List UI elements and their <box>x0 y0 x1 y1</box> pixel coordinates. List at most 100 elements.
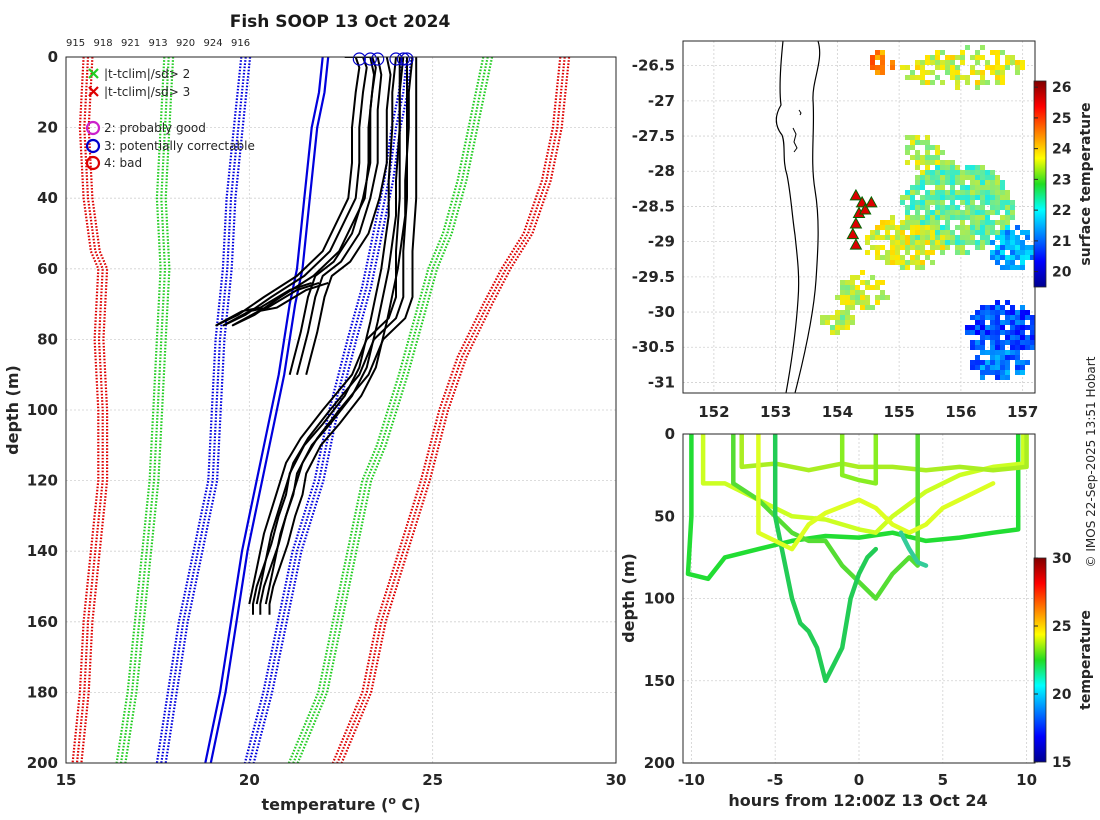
map-sst-cell <box>980 200 985 205</box>
map-chart: 152 153 154 155 156 157 -26.5 -27 -27.5 -28 -28.5… <box>632 40 1094 421</box>
map-sst-cell <box>995 350 1000 355</box>
map-sst-cell <box>1025 335 1030 340</box>
map-sst-cell <box>1005 60 1010 65</box>
map-sst-cell <box>960 240 965 245</box>
map-sst-cell <box>870 230 875 235</box>
map-sst-cell <box>915 265 920 270</box>
map-sst-cell <box>910 230 915 235</box>
map-sst-cell <box>910 215 915 220</box>
map-sst-cell <box>950 65 955 70</box>
map-sst-cell <box>895 260 900 265</box>
map-sst-cell <box>890 65 895 70</box>
legend-x-icon <box>88 86 99 97</box>
map-sst-cell <box>875 225 880 230</box>
profile-frame <box>65 56 617 764</box>
map-sst-cell <box>1020 340 1025 345</box>
map-sst-cell <box>990 50 995 55</box>
profile-top-label: 915 <box>66 38 85 49</box>
map-sst-cell <box>910 70 915 75</box>
timeseries-y-tick: 50 <box>654 507 675 525</box>
map-sst-cell <box>845 280 850 285</box>
map-sst-cell <box>925 135 930 140</box>
map-sst-cell <box>915 240 920 245</box>
map-sst-cell <box>965 170 970 175</box>
bathymetry-line <box>794 41 821 393</box>
map-sst-cell <box>1005 205 1010 210</box>
map-sst-cell <box>1010 340 1015 345</box>
map-sst-cell <box>1000 245 1005 250</box>
map-sst-cell <box>895 240 900 245</box>
profile-chart: 15 20 25 30 0 20 40 60 80 100 120 140 160 180 200 915… <box>3 38 626 814</box>
map-y-tick: -26.5 <box>632 57 675 75</box>
map-sst-cell <box>1015 350 1020 355</box>
map-sst-cell <box>875 280 880 285</box>
map-sst-cell <box>975 240 980 245</box>
map-sst-cell <box>1015 240 1020 245</box>
map-sst-cell <box>1010 345 1015 350</box>
timeseries-x-label: hours from 12:00Z 13 Oct 24 <box>728 791 987 810</box>
map-sst-cell <box>1015 265 1020 270</box>
map-sst-cell <box>915 190 920 195</box>
map-sst-cell <box>940 205 945 210</box>
map-colorbar <box>1033 80 1047 288</box>
map-sst-cell <box>1030 325 1035 330</box>
profile-x-tick: 15 <box>56 771 77 789</box>
map-sst-cell <box>870 285 875 290</box>
map-sst-cell <box>850 280 855 285</box>
map-sst-cell <box>955 195 960 200</box>
legend-circle-icon <box>85 120 101 136</box>
map-sst-cell <box>985 220 990 225</box>
map-sst-cell <box>920 230 925 235</box>
map-sst-cell <box>1020 370 1025 375</box>
map-sst-cell <box>895 230 900 235</box>
map-sst-cell <box>965 210 970 215</box>
map-sst-cell <box>915 235 920 240</box>
map-sst-cell <box>925 190 930 195</box>
map-sst-cell <box>980 245 985 250</box>
timeseries-chart: -10 -5 0 5 10 0 50 100 150 200 hours from 12:00Z… <box>619 425 1094 810</box>
map-sst-cell <box>955 170 960 175</box>
map-sst-cell <box>910 190 915 195</box>
map-sst-cell <box>980 220 985 225</box>
profile-line-mean-3sd <box>75 57 104 763</box>
map-sst-cell <box>1025 310 1030 315</box>
map-sst-cell <box>995 190 1000 195</box>
map-sst-cell <box>995 310 1000 315</box>
map-sst-cell <box>945 210 950 215</box>
map-sst-cell <box>870 235 875 240</box>
map-sst-cell <box>1010 315 1015 320</box>
map-sst-cell <box>915 205 920 210</box>
map-sst-cell <box>925 80 930 85</box>
map-sst-cell <box>1005 260 1010 265</box>
map-sst-cell <box>950 60 955 65</box>
map-sst-cell <box>900 220 905 225</box>
map-sst-cell <box>975 220 980 225</box>
map-sst-cell <box>965 205 970 210</box>
map-sst-cell <box>915 75 920 80</box>
map-sst-cell <box>990 210 995 215</box>
map-sst-cell <box>1020 245 1025 250</box>
map-sst-cell <box>990 365 995 370</box>
map-sst-cell <box>940 65 945 70</box>
map-sst-cell <box>980 335 985 340</box>
map-sst-cell <box>930 235 935 240</box>
map-sst-cell <box>980 190 985 195</box>
map-sst-cell <box>845 325 850 330</box>
map-sst-cell <box>980 80 985 85</box>
map-sst-cell <box>830 330 835 335</box>
map-sst-cell <box>985 365 990 370</box>
map-sst-cell <box>985 335 990 340</box>
map-sst-cell <box>980 370 985 375</box>
timeseries-colorbar-label: temperature <box>1078 610 1094 710</box>
map-sst-cell <box>1000 310 1005 315</box>
map-sst-cell <box>915 180 920 185</box>
map-sst-cell <box>940 185 945 190</box>
map-grid <box>683 41 1035 393</box>
map-sst-cell <box>925 195 930 200</box>
map-sst-cell <box>1005 320 1010 325</box>
map-sst-cell <box>840 325 845 330</box>
map-sst-cell <box>965 200 970 205</box>
map-sst-cell <box>995 245 1000 250</box>
map-sst-cell <box>950 240 955 245</box>
map-sst-cell <box>850 315 855 320</box>
